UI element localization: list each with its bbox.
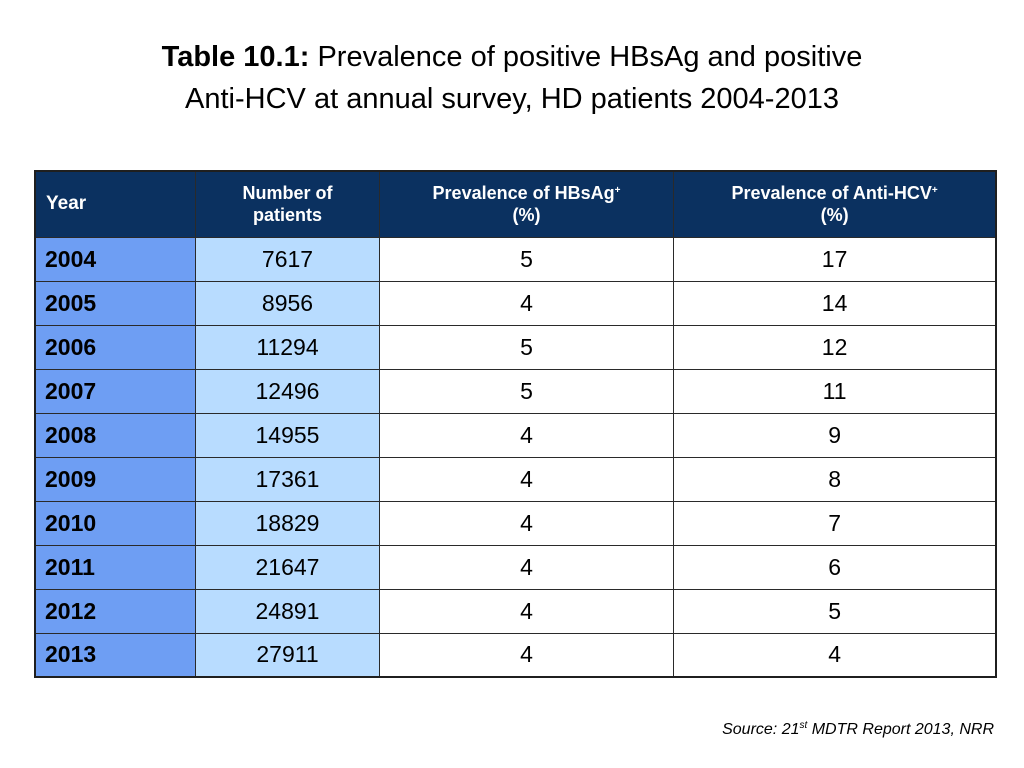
- header-patients-line-1: Number of: [242, 183, 333, 204]
- cell-anti-hcv: 6: [673, 544, 997, 590]
- table-header-row: Year Number of patients Prevalence of HB…: [34, 170, 997, 238]
- cell-anti-hcv: 14: [673, 280, 997, 326]
- table-row: 2004 7617 5 17: [34, 236, 997, 282]
- cell-anti-hcv: 12: [673, 324, 997, 370]
- header-year: Year: [34, 170, 197, 238]
- table-row: 2010 18829 4 7: [34, 500, 997, 546]
- cell-anti-hcv: 5: [673, 588, 997, 634]
- cell-patients: 24891: [195, 588, 380, 634]
- header-hcv-line-2: (%): [820, 205, 849, 226]
- table-row: 2006 11294 5 12: [34, 324, 997, 370]
- title-line-1: Table 10.1: Prevalence of positive HBsAg…: [0, 36, 1024, 78]
- cell-anti-hcv: 8: [673, 456, 997, 502]
- source-superscript: st: [799, 720, 808, 731]
- cell-patients: 11294: [195, 324, 380, 370]
- header-hbsag-superscript: +: [614, 185, 621, 197]
- cell-year: 2008: [34, 412, 197, 458]
- header-hbsag-prevalence: Prevalence of HBsAg+ (%): [378, 170, 675, 238]
- cell-hbsag: 4: [378, 456, 675, 502]
- cell-anti-hcv: 17: [673, 236, 997, 282]
- source-note: Source: 21st MDTR Report 2013, NRR: [722, 721, 994, 739]
- header-anti-hcv-prevalence: Prevalence of Anti-HCV+ (%): [673, 170, 997, 238]
- cell-year: 2004: [34, 236, 197, 282]
- cell-patients: 27911: [195, 632, 380, 678]
- cell-hbsag: 5: [378, 236, 675, 282]
- cell-hbsag: 4: [378, 588, 675, 634]
- cell-year: 2011: [34, 544, 197, 590]
- header-hcv-superscript: +: [931, 185, 938, 197]
- cell-patients: 21647: [195, 544, 380, 590]
- cell-hbsag: 4: [378, 280, 675, 326]
- table-row: 2011 21647 4 6: [34, 544, 997, 590]
- cell-year: 2009: [34, 456, 197, 502]
- header-patients-line-2: patients: [253, 205, 323, 226]
- cell-hbsag: 4: [378, 544, 675, 590]
- title-text-line-1: Prevalence of positive HBsAg and positiv…: [317, 41, 863, 73]
- cell-hbsag: 5: [378, 368, 675, 414]
- table-row: 2005 8956 4 14: [34, 280, 997, 326]
- cell-hbsag: 4: [378, 500, 675, 546]
- title-text-line-2: Anti-HCV at annual survey, HD patients 2…: [185, 83, 839, 115]
- cell-anti-hcv: 7: [673, 500, 997, 546]
- title-label: Table 10.1:: [161, 41, 310, 73]
- header-hbsag-line-1: Prevalence of HBsAg: [432, 183, 615, 204]
- cell-patients: 7617: [195, 236, 380, 282]
- cell-patients: 8956: [195, 280, 380, 326]
- cell-year: 2013: [34, 632, 197, 678]
- cell-year: 2010: [34, 500, 197, 546]
- table-row: 2008 14955 4 9: [34, 412, 997, 458]
- cell-patients: 17361: [195, 456, 380, 502]
- cell-anti-hcv: 4: [673, 632, 997, 678]
- cell-hbsag: 4: [378, 412, 675, 458]
- table-body: 2004 7617 5 17 2005 8956 4 14 2006 11294…: [34, 236, 997, 678]
- cell-patients: 18829: [195, 500, 380, 546]
- cell-anti-hcv: 9: [673, 412, 997, 458]
- prevalence-table: Year Number of patients Prevalence of HB…: [34, 170, 997, 678]
- table-row: 2012 24891 4 5: [34, 588, 997, 634]
- cell-year: 2012: [34, 588, 197, 634]
- cell-year: 2006: [34, 324, 197, 370]
- cell-patients: 14955: [195, 412, 380, 458]
- source-suffix: MDTR Report 2013, NRR: [807, 721, 994, 738]
- slide-title: Table 10.1: Prevalence of positive HBsAg…: [0, 36, 1024, 120]
- header-number-of-patients: Number of patients: [195, 170, 380, 238]
- table-row: 2013 27911 4 4: [34, 632, 997, 678]
- source-prefix: Source: 21: [722, 721, 800, 738]
- cell-year: 2005: [34, 280, 197, 326]
- table-row: 2007 12496 5 11: [34, 368, 997, 414]
- cell-hbsag: 5: [378, 324, 675, 370]
- header-hbsag-line-2: (%): [512, 205, 541, 226]
- cell-anti-hcv: 11: [673, 368, 997, 414]
- cell-hbsag: 4: [378, 632, 675, 678]
- table-row: 2009 17361 4 8: [34, 456, 997, 502]
- cell-year: 2007: [34, 368, 197, 414]
- header-hcv-line-1: Prevalence of Anti-HCV: [731, 183, 932, 204]
- cell-patients: 12496: [195, 368, 380, 414]
